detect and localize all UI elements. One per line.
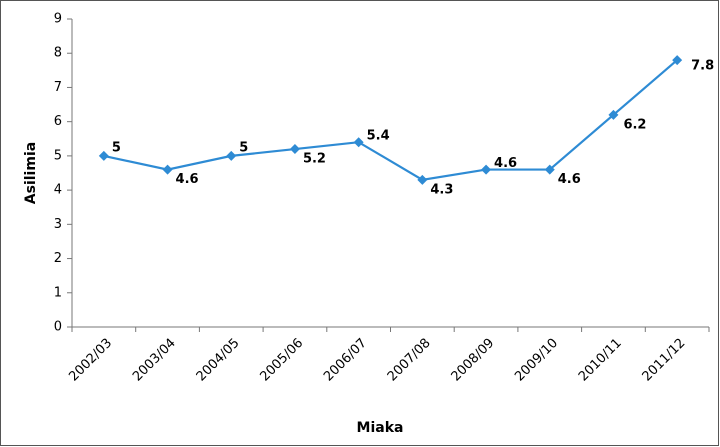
marker [417,174,428,185]
marker [481,164,492,175]
y-tick-label: 0 [54,320,62,335]
marker [544,164,555,175]
x-axis-title: Miaka [357,420,404,436]
data-label: 4.6 [494,156,517,171]
data-label: 5.2 [303,152,326,167]
marker [289,144,300,155]
data-label: 7.8 [691,59,714,74]
y-tick-label: 5 [54,148,62,163]
data-label: 6.2 [623,117,646,132]
marker [226,150,237,161]
marker [162,164,173,175]
y-tick-label: 1 [54,285,62,300]
data-label: 4.3 [430,182,453,197]
marker [608,109,619,120]
data-label: 4.6 [176,172,199,187]
y-tick-label: 9 [54,12,62,27]
line [103,59,678,181]
marker [353,137,364,148]
data-label: 5.4 [367,129,390,144]
y-tick-label: 3 [54,217,62,232]
data-label: 4.6 [558,172,581,187]
data-label: 5 [239,140,248,155]
marker [672,55,683,66]
y-tick-label: 2 [54,251,62,266]
data-label: 5 [112,140,121,155]
y-axis-title: Asilimia [23,142,39,204]
y-tick-label: 8 [54,46,62,61]
y-tick-label: 6 [54,114,62,129]
y-tick-label: 7 [54,80,62,95]
y-tick-label: 4 [54,183,62,198]
marker [98,150,109,161]
